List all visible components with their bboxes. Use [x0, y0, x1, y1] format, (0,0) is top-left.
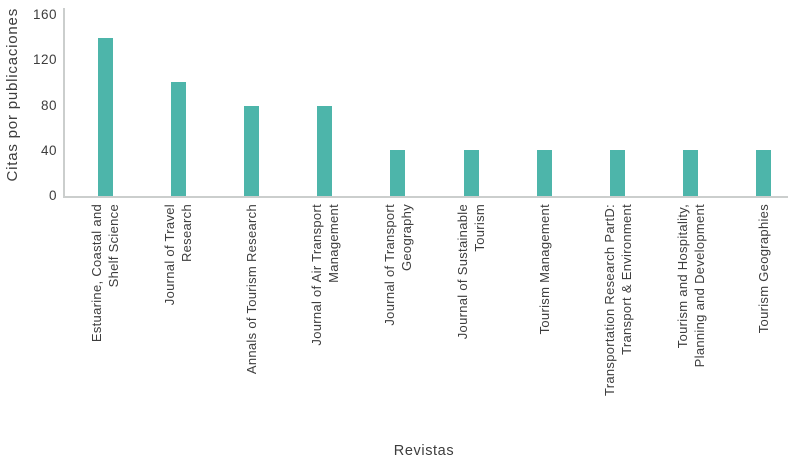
y-axis-title-text: Citas por publicaciones — [4, 8, 21, 182]
x-category-label-text: Journal of Transport Geography — [381, 204, 414, 326]
bar — [390, 149, 406, 196]
x-category-label-text: Annals of Tourism Research — [243, 204, 259, 375]
x-category-label-text: Journal of Sustainable Tourism — [455, 204, 488, 340]
y-tick-label: 120 — [32, 52, 57, 68]
bar — [536, 149, 552, 196]
bar — [97, 37, 113, 196]
bar — [463, 149, 479, 196]
y-axis-line — [63, 8, 65, 197]
y-tick-label: 40 — [40, 142, 57, 158]
bar — [317, 105, 333, 196]
x-category-label-text: Transportation Research PartD: Transport… — [601, 204, 634, 397]
x-category-label-text: Journal of Air Transport Management — [308, 204, 341, 346]
bar — [683, 149, 699, 196]
bar — [170, 81, 186, 196]
bar — [756, 149, 772, 196]
x-axis-line — [63, 196, 788, 198]
bar — [610, 149, 626, 196]
x-category-label-text: Journal of Travel Research — [162, 204, 195, 306]
y-tick-label: 80 — [40, 97, 57, 113]
x-axis-title: Revistas — [393, 443, 455, 459]
y-tick-label: 0 — [48, 188, 57, 203]
bar — [243, 105, 259, 196]
x-category-label-text: Tourism Geographies — [756, 204, 772, 334]
x-category-label-text: Estuarine, Coastal and Shelf Science — [89, 204, 121, 343]
x-category-label-text: Tourism and Hospitality, Planning and De… — [674, 204, 707, 368]
y-tick-label: 160 — [32, 7, 57, 22]
x-category-label-text: Tourism Management — [536, 204, 552, 335]
